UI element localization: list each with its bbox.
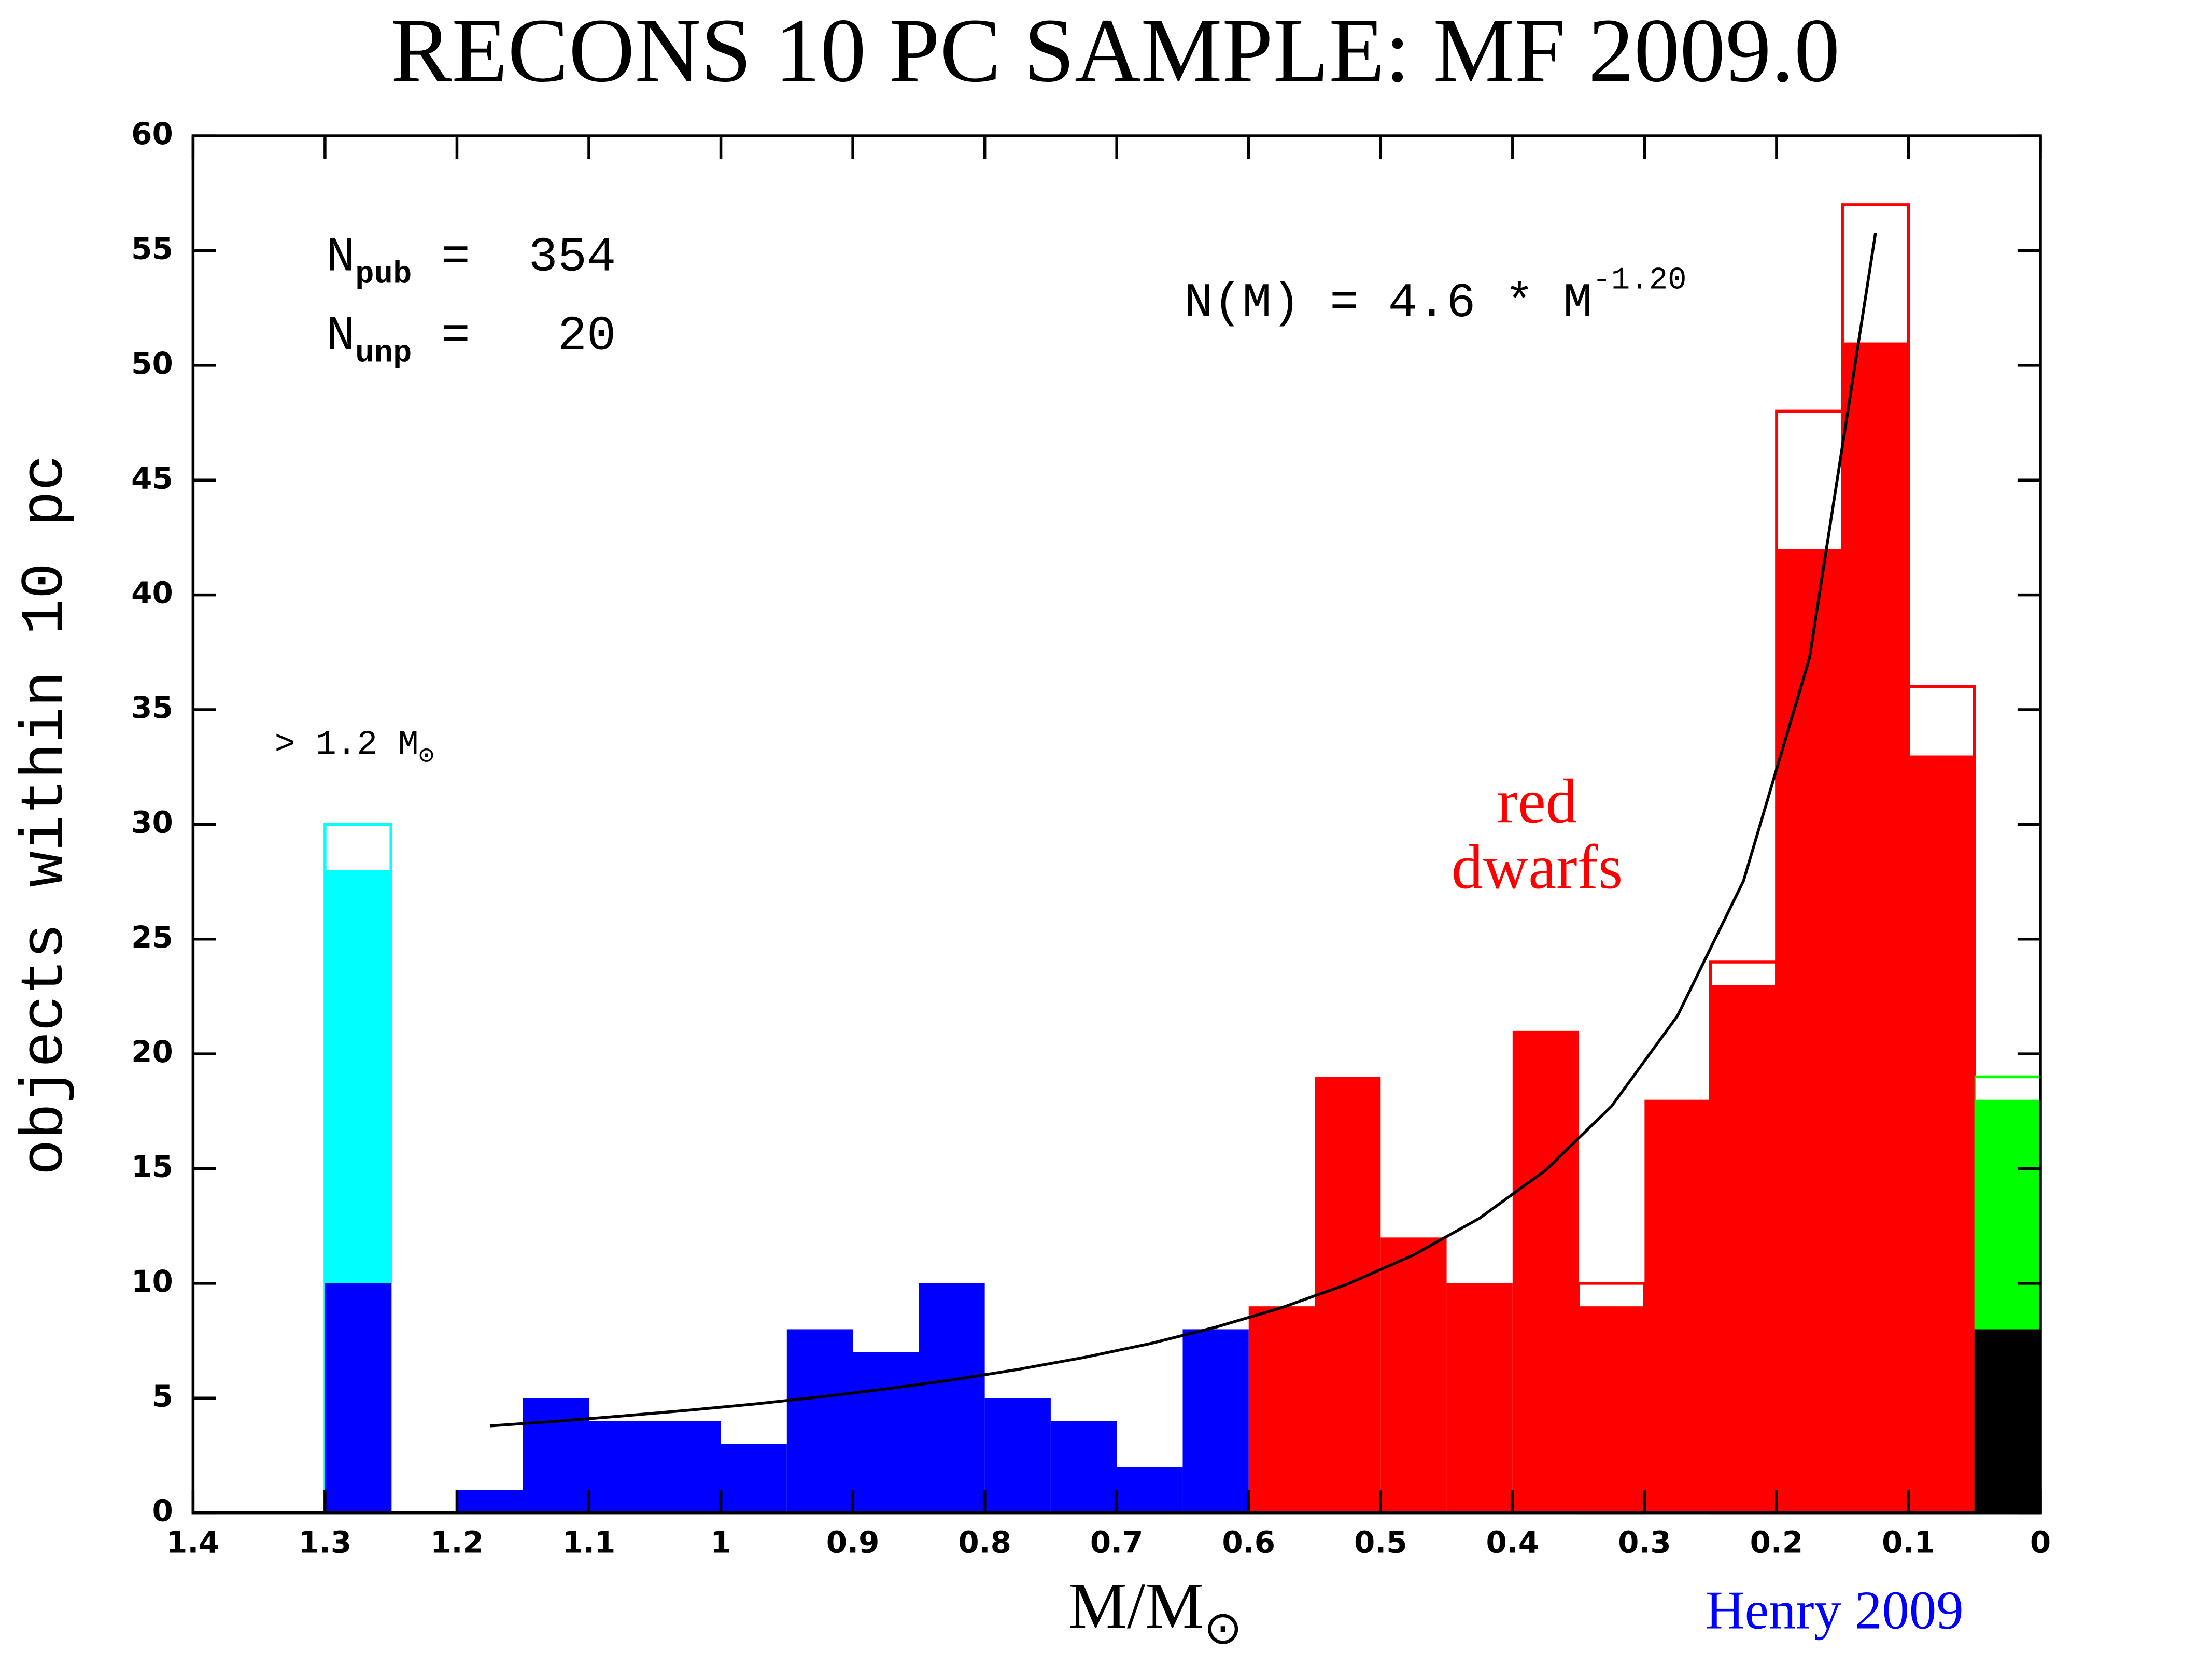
x-tick-label: 1.4	[166, 1524, 220, 1560]
x-tick-label: 0.3	[1618, 1524, 1671, 1560]
bar	[523, 1398, 589, 1513]
bar	[1908, 755, 1975, 1513]
bar	[1644, 1099, 1711, 1513]
x-tick-label: 0.7	[1090, 1524, 1144, 1560]
x-axis-label: M/M⊙	[1068, 1570, 1242, 1653]
y-tick-label: 45	[131, 460, 173, 496]
bar	[786, 1329, 853, 1513]
annotation: dwarfs	[1452, 832, 1623, 902]
annotation: red	[1497, 767, 1577, 836]
x-tick-label: 0.4	[1486, 1524, 1540, 1560]
x-tick-label: 0.2	[1750, 1524, 1804, 1560]
fit-formula: N(M) = 4.6 * M-1.20	[1184, 263, 1687, 331]
bar	[589, 1421, 655, 1513]
x-tick-label: 1.3	[299, 1524, 352, 1560]
bar	[1380, 1237, 1447, 1513]
y-axis-label: objects within 10 pc	[12, 455, 80, 1175]
bar	[1182, 1329, 1249, 1513]
bar	[853, 1352, 919, 1513]
bar	[1512, 1030, 1579, 1513]
bar	[919, 1283, 985, 1513]
x-tick-label: 1.2	[430, 1524, 484, 1560]
bar	[1248, 1306, 1315, 1513]
credit: Henry 2009	[1706, 1580, 1964, 1640]
y-tick-label: 30	[131, 804, 173, 840]
bar	[1315, 1077, 1381, 1513]
bar	[325, 870, 391, 1283]
x-tick-label: 0.9	[826, 1524, 880, 1560]
y-tick-label: 55	[131, 231, 173, 266]
bar	[1446, 1283, 1513, 1513]
fit-curve	[489, 233, 1877, 1428]
chart-title: RECONS 10 PC SAMPLE: MF 2009.0	[391, 0, 1840, 101]
x-tick-label: 0.1	[1882, 1524, 1935, 1560]
bar	[1117, 1467, 1183, 1513]
bar	[655, 1421, 721, 1513]
bar	[1710, 985, 1777, 1513]
bar	[1974, 1099, 2041, 1330]
bar	[1579, 1306, 1645, 1513]
y-tick-label: 10	[131, 1264, 173, 1299]
x-tick-label: 0	[2030, 1524, 2051, 1560]
x-tick-label: 1	[710, 1524, 731, 1560]
bar	[1974, 1329, 2041, 1513]
x-tick-label: 0.6	[1222, 1524, 1275, 1560]
bar	[325, 1283, 391, 1513]
y-tick-label: 60	[131, 116, 173, 151]
x-tick-label: 0.5	[1354, 1524, 1407, 1560]
bar	[457, 1490, 523, 1513]
y-tick-label: 0	[152, 1493, 173, 1529]
y-tick-label: 20	[131, 1034, 173, 1069]
x-tick-label: 1.1	[562, 1524, 616, 1560]
bar	[1050, 1421, 1117, 1513]
y-tick-label: 25	[131, 920, 173, 955]
bar	[1842, 342, 1909, 1513]
y-tick-label: 5	[152, 1378, 173, 1414]
y-tick-label: 15	[131, 1149, 173, 1184]
x-tick-label: 0.8	[958, 1524, 1011, 1560]
annotation: Nunp = 20	[326, 309, 616, 371]
y-tick-label: 40	[131, 575, 173, 611]
annotation: Npub = 354	[326, 230, 616, 292]
annotation: > 1.2 M⊙	[275, 726, 434, 771]
bar	[984, 1398, 1051, 1513]
y-tick-label: 35	[131, 690, 173, 725]
y-tick-label: 50	[131, 346, 173, 381]
bar	[1776, 549, 1843, 1513]
bar	[721, 1444, 787, 1513]
